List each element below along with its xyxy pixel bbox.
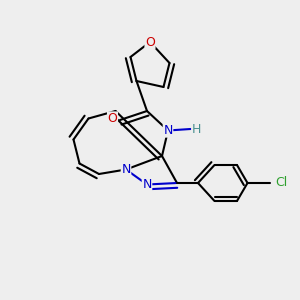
Text: O: O bbox=[145, 35, 155, 49]
Text: O: O bbox=[108, 112, 117, 125]
Text: N: N bbox=[121, 163, 131, 176]
Text: H: H bbox=[192, 122, 201, 136]
Text: N: N bbox=[163, 124, 173, 137]
Text: Cl: Cl bbox=[275, 176, 288, 190]
Text: N: N bbox=[142, 178, 152, 191]
